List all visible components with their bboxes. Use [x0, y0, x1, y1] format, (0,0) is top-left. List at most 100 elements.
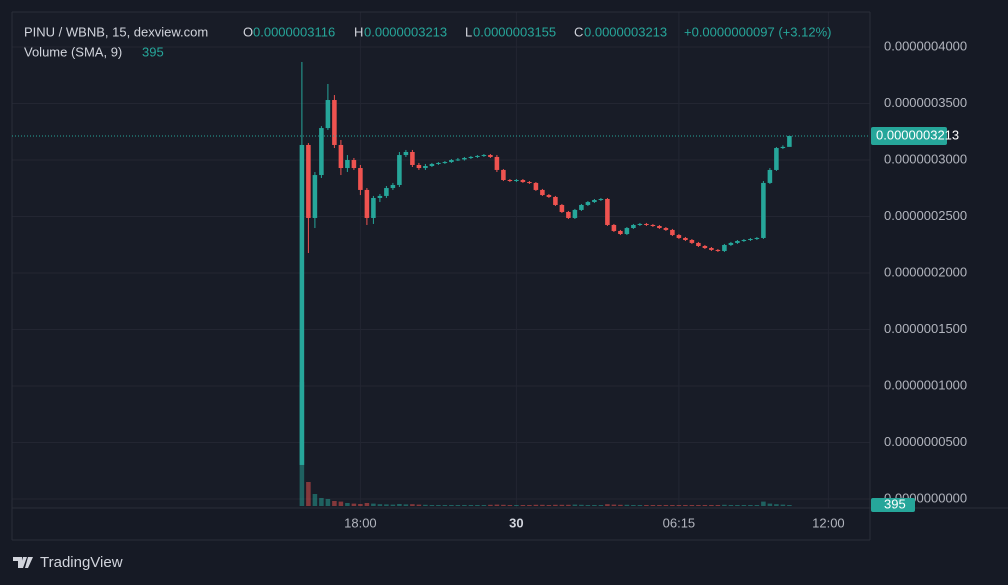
- volume-bar: [780, 504, 786, 506]
- volume-bar: [527, 505, 532, 506]
- candle-body: [767, 169, 773, 183]
- volume-bar: [455, 505, 461, 506]
- legend-value: 0.0000003213: [584, 24, 667, 39]
- candle-body: [332, 100, 337, 145]
- y-tick-label: 0.0000002500: [884, 208, 967, 223]
- candle-body: [345, 160, 350, 169]
- candle-body: [449, 160, 454, 163]
- volume-bar: [559, 504, 565, 506]
- candle-body: [592, 200, 597, 203]
- candle-body: [416, 164, 422, 169]
- candle-body: [689, 240, 695, 243]
- candle-body: [514, 180, 519, 182]
- volume-bar: [410, 504, 415, 506]
- candle-body: [715, 249, 721, 251]
- volume-bar: [754, 505, 760, 506]
- volume-bar: [351, 503, 357, 506]
- volume-bar: [748, 505, 753, 506]
- candle-body: [462, 157, 467, 160]
- brand-name: TradingView: [40, 554, 123, 571]
- candle-body: [351, 160, 357, 169]
- volume-bar: [462, 505, 467, 506]
- volume-bar: [683, 505, 688, 506]
- y-tick-label: 0.0000004000: [884, 38, 967, 53]
- volume-bar: [702, 505, 708, 506]
- candle-body: [468, 156, 474, 158]
- volume-bar: [403, 504, 409, 506]
- volume-bar: [468, 505, 474, 506]
- overlay: 0.0000003213 395: [12, 126, 959, 512]
- legend-key: H: [354, 24, 363, 39]
- x-tick-label: 18:00: [344, 515, 377, 530]
- volume-bar: [371, 503, 376, 506]
- volume-bar: [715, 505, 721, 506]
- candle-body: [650, 224, 656, 226]
- y-tick-label: 0.0000001500: [884, 321, 967, 336]
- volume-bar: [650, 505, 656, 506]
- volume-bar: [306, 482, 311, 506]
- candle-body: [754, 237, 760, 239]
- symbol-title: PINU / WBNB, 15, dexview.com: [24, 24, 208, 39]
- logo-icon: [13, 557, 33, 568]
- legend-value: 0.0000003116: [253, 24, 335, 39]
- volume-bar: [390, 504, 396, 506]
- volume-bar: [722, 504, 727, 506]
- candle-body: [501, 169, 506, 181]
- candle-body: [553, 196, 558, 205]
- last-price-tag: [871, 126, 947, 145]
- volume-bar: [377, 504, 383, 506]
- candle-body: [507, 180, 513, 182]
- candle-body: [566, 211, 571, 218]
- legend-change: +0.0000000097 (+3.12%): [684, 24, 831, 39]
- volume-bar: [566, 504, 571, 506]
- volume-bar: [325, 499, 331, 506]
- candle-body: [735, 241, 740, 243]
- candle-body: [520, 180, 526, 183]
- y-tick-label: 0.0000000500: [884, 434, 967, 449]
- volume-bar: [345, 503, 350, 506]
- last-price-label: 0.0000003213: [876, 127, 959, 142]
- candle-body: [741, 240, 747, 242]
- candle-body: [683, 237, 688, 241]
- volume-tag: [871, 498, 915, 512]
- volume-bar: [319, 498, 324, 506]
- candle-body: [579, 204, 584, 210]
- volume-bar: [605, 504, 610, 506]
- candle-body: [644, 223, 649, 225]
- volume-bar: [364, 503, 370, 506]
- candle-body: [527, 182, 532, 184]
- candle-body: [670, 229, 675, 236]
- candle-body: [618, 230, 623, 235]
- candle-body: [442, 162, 448, 164]
- volume-bar: [624, 504, 630, 506]
- candle-body: [436, 162, 441, 164]
- candle-body: [605, 198, 610, 225]
- candle-body: [585, 202, 591, 205]
- candle-body: [390, 184, 396, 189]
- candle-body: [481, 155, 487, 157]
- candle-body: [663, 228, 669, 230]
- grid: [12, 12, 870, 508]
- axes: 0.00000000000.00000005000.00000010000.00…: [344, 38, 967, 530]
- volume-bar: [312, 494, 318, 506]
- volume-bar: [494, 504, 500, 506]
- candle-body: [709, 248, 714, 250]
- brand-logo[interactable]: TradingView: [13, 554, 123, 571]
- volume-bar: [637, 505, 643, 506]
- candle-body: [780, 146, 786, 149]
- candle-body: [611, 224, 617, 231]
- volume-bar: [696, 505, 701, 506]
- candle-body: [722, 244, 727, 251]
- volume-bar: [449, 505, 454, 506]
- candle-body: [637, 223, 643, 225]
- candle-layer: [299, 62, 792, 465]
- volume-bar: [741, 505, 747, 506]
- volume-bar: [553, 504, 558, 506]
- candle-body: [559, 204, 565, 212]
- volume-bar: [540, 504, 545, 506]
- candle-body: [455, 159, 461, 161]
- candle-body: [696, 242, 701, 246]
- candle-body: [494, 156, 500, 170]
- volume-bar: [592, 505, 597, 506]
- volume-bar: [423, 504, 428, 506]
